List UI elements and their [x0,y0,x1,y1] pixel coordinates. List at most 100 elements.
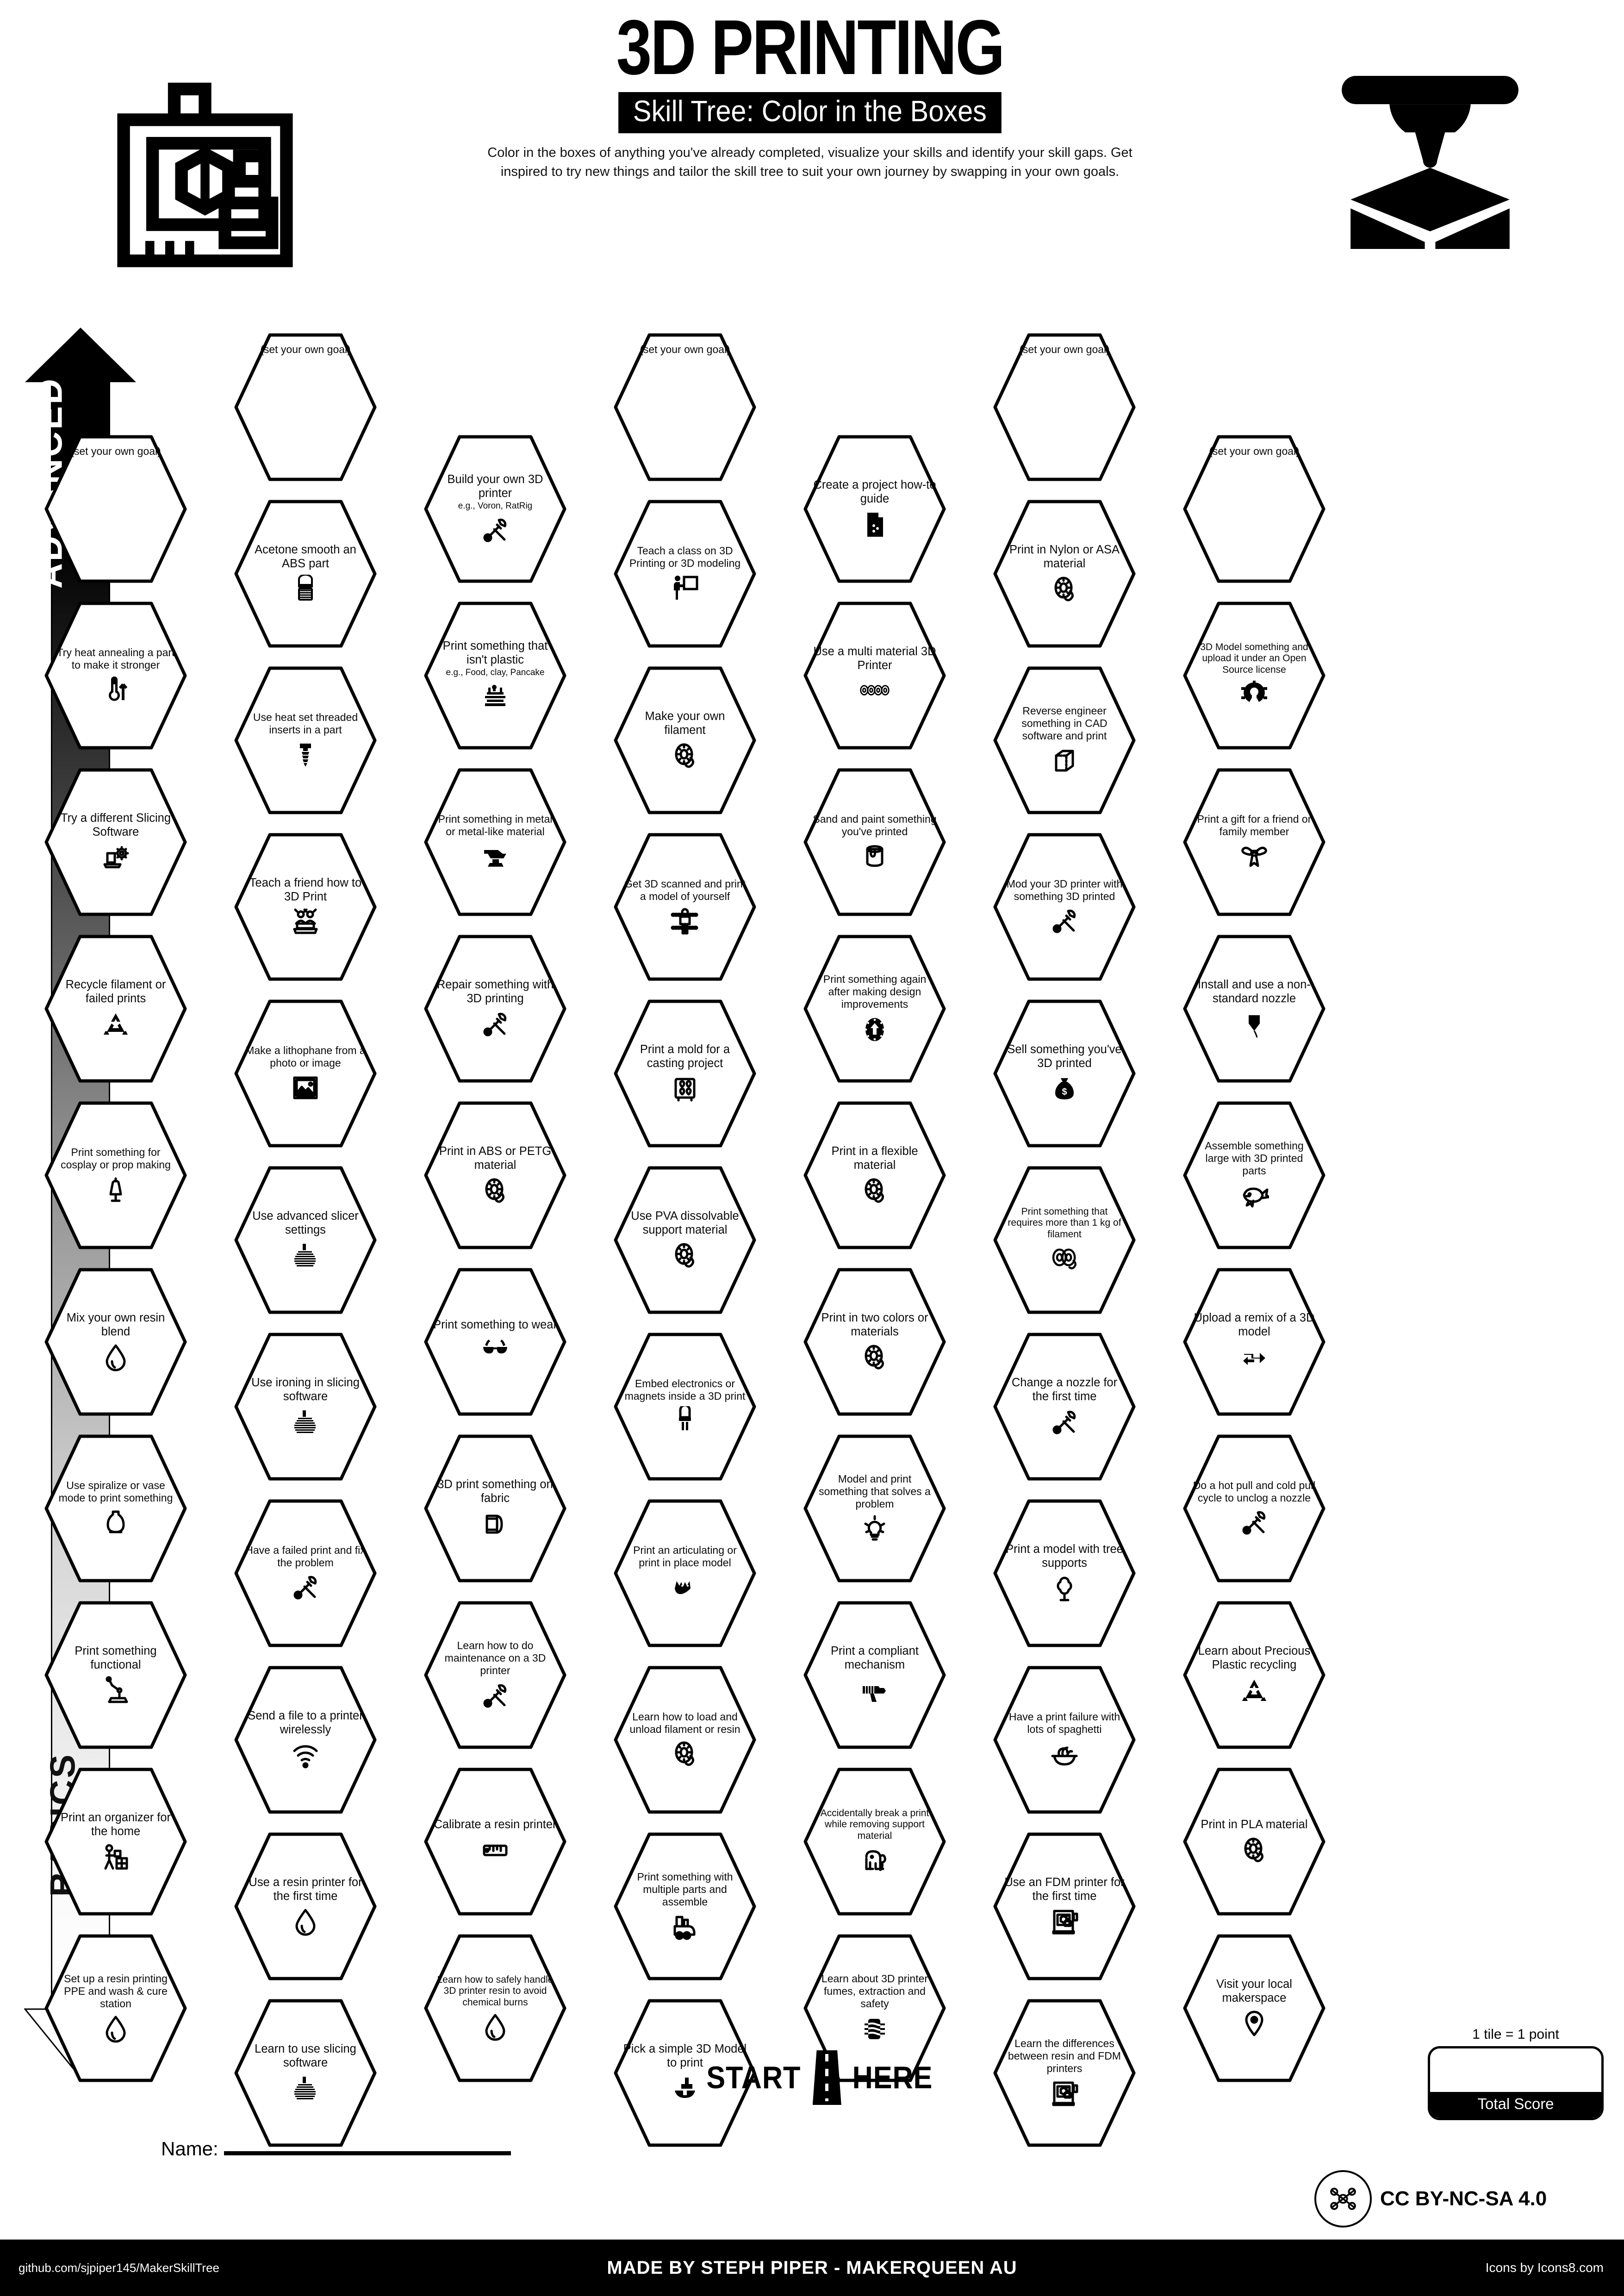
total-score-box[interactable]: Total Score [1428,2046,1604,2120]
skill-hex-goal-placeholder[interactable]: (set your own goal) [993,333,1136,481]
hex-content: Print something functional [54,1644,178,1706]
skill-hex-tile[interactable]: Learn how to safely handle 3D printer re… [424,1934,566,2082]
skill-hex-tile[interactable]: 3D print something on fabric [424,1434,566,1582]
skill-hex-tile[interactable]: Learn about 3D printer fumes, extraction… [803,1934,946,2082]
skill-hex-tile[interactable]: Try heat annealing a part to make it str… [44,602,187,750]
skill-hex-tile[interactable]: Print in a flexible material [803,1101,946,1249]
skill-hex-tile[interactable]: Recycle filament or failed prints [44,935,187,1083]
skill-hex-tile[interactable]: Have a print failure with lots of spaghe… [993,1666,1136,1814]
skill-hex-tile[interactable]: Print something that requires more than … [993,1166,1136,1314]
skill-hex-tile[interactable]: Print in PLA material [1183,1768,1325,1916]
hexagon-outline [234,1333,377,1481]
hexagon-outline [614,1333,756,1481]
skill-hex-tile[interactable]: Make a lithophane from a photo or image [234,999,377,1148]
skill-hex-tile[interactable]: Sell something you've 3D printed $ [993,999,1136,1148]
skill-hex-tile[interactable]: Make your own filament [614,666,756,814]
skill-hex-tile[interactable]: Use a multi material 3D Printer [803,602,946,750]
skill-hex-tile[interactable]: Print something functional [44,1601,187,1749]
score-input-area[interactable] [1430,2048,1601,2092]
hexagon-outline [44,1768,187,1916]
hex-content: Install and use a non-standard nozzle [1192,978,1316,1039]
hexagon-outline [993,833,1136,981]
skill-hex-tile[interactable]: Print something with multiple parts and … [614,1832,756,1980]
name-field[interactable]: Name: [161,2138,511,2160]
skill-hex-tile[interactable]: Print a compliant mechanism [803,1601,946,1749]
footer-icon-credit[interactable]: Icons by Icons8.com [1485,2260,1604,2275]
hexagon-outline [44,1268,187,1416]
skill-hex-tile[interactable]: Calibrate a resin printer [424,1768,566,1916]
skill-hex-tile[interactable]: Build your own 3D printer e.g., Voron, Ra… [424,435,566,583]
skill-hex-tile[interactable]: Repair something with 3D printing [424,935,566,1083]
skill-hex-tile[interactable]: Install and use a non-standard nozzle [1183,935,1325,1083]
skill-hex-tile[interactable]: Print something to wear [424,1268,566,1416]
skill-hex-tile[interactable]: Model and print something that solves a … [803,1434,946,1582]
skill-hex-tile[interactable]: Use a resin printer for the first time [234,1832,377,1980]
skill-hex-tile[interactable]: Use PVA dissolvable support material [614,1166,756,1314]
skill-hex-tile[interactable]: Create a project how-to guide [803,435,946,583]
skill-hex-tile[interactable]: Upload a remix of a 3D model [1183,1268,1325,1416]
skill-hex-tile[interactable]: Mix your own resin blend [44,1268,187,1416]
name-input-line[interactable] [224,2151,511,2155]
skill-hex-tile[interactable]: Pick a simple 3D Model to print [614,1999,756,2147]
skill-hex-tile[interactable]: Print an organizer for the home [44,1768,187,1916]
skill-hex-tile[interactable]: Learn how to do maintenance on a 3D prin… [424,1601,566,1749]
skill-hex-tile[interactable]: Use heat set threaded inserts in a part [234,666,377,814]
hex-label: Print something functional [75,1644,157,1671]
skill-hex-tile[interactable]: Change a nozzle for the first time [993,1333,1136,1481]
skill-hex-tile[interactable]: Print something that isn't plastic e.g., … [424,602,566,750]
skill-hex-tile[interactable]: Learn to use slicing software [234,1999,377,2147]
skill-hex-goal-placeholder[interactable]: (set your own goal) [234,333,377,481]
skill-hex-tile[interactable]: Use an FDM printer for the first time [993,1832,1136,1980]
hex-content: Learn about 3D printer fumes, extraction… [813,1973,937,2043]
skill-hex-tile[interactable]: Send a file to a printer wirelessly [234,1666,377,1814]
footer-repo-link[interactable]: github.com/sjpiper145/MakerSkillTree [19,2260,220,2275]
skill-hex-tile[interactable]: Print an articulating or print in place … [614,1499,756,1647]
skill-hex-tile[interactable]: Use ironing in slicing software [234,1333,377,1481]
skill-hex-tile[interactable]: Do a hot pull and cold pull cycle to unc… [1183,1434,1325,1582]
skill-hex-tile[interactable]: Set up a resin printing PPE and wash & c… [44,1934,187,2082]
skill-hex-tile[interactable]: Print something for cosplay or prop maki… [44,1101,187,1249]
skill-hex-tile[interactable]: Learn the differences between resin and … [993,1999,1136,2147]
hex-content: Use a resin printer for the first time [243,1876,367,1937]
tree-icon [1050,1574,1079,1604]
skill-hex-tile[interactable]: Try a different Slicing Software [44,768,187,916]
skill-hex-tile[interactable]: Sand and paint something you've printed [803,768,946,916]
hex-content: Print a model with tree supports [1002,1543,1126,1604]
skill-hex-tile[interactable]: Assemble something large with 3D printed… [1183,1101,1325,1249]
skill-hex-tile[interactable]: 3D Model something and upload it under a… [1183,602,1325,750]
skill-hex-tile[interactable]: Teach a class on 3D Printing or 3D model… [614,500,756,648]
skill-hex-tile[interactable]: Accidentally break a print while removin… [803,1768,946,1916]
skill-hex-tile[interactable]: Get 3D scanned and print a model of your… [614,833,756,981]
skill-hex-tile[interactable]: Teach a friend how to 3D Print [234,833,377,981]
skill-hex-tile[interactable]: Print a model with tree supports [993,1499,1136,1647]
skill-hex-tile[interactable]: Reverse engineer something in CAD softwa… [993,666,1136,814]
skill-hex-goal-placeholder[interactable]: (set your own goal) [44,435,187,583]
skill-hex-tile[interactable]: Embed electronics or magnets inside a 3D… [614,1333,756,1481]
skill-hex-tile[interactable]: Learn how to load and unload filament or… [614,1666,756,1814]
skill-hex-tile[interactable]: Acetone smooth an ABS part [234,500,377,648]
skill-hex-tile[interactable]: Mod your 3D printer with something 3D pr… [993,833,1136,981]
skill-hex-goal-placeholder[interactable]: (set your own goal) [614,333,756,481]
skill-hex-tile[interactable]: Print something again after making desig… [803,935,946,1083]
hexagon-outline [1183,602,1325,750]
skill-hex-tile[interactable]: Learn about Precious Plastic recycling [1183,1601,1325,1749]
hex-label: Learn how to safely handle 3D printer re… [437,1974,554,2008]
hexagon-outline [44,768,187,916]
skill-hex-goal-placeholder[interactable]: (set your own goal) [1183,435,1325,583]
hex-label: Upload a remix of a 3D model [1194,1311,1315,1338]
skill-hex-tile[interactable]: Print a gift for a friend or family memb… [1183,768,1325,916]
skill-hex-tile[interactable]: Have a failed print and fix the problem [234,1499,377,1647]
skill-hex-tile[interactable]: Use advanced slicer settings [234,1166,377,1314]
hexagon-outline [803,1101,946,1249]
skill-hex-tile[interactable]: Print a mold for a casting project [614,999,756,1148]
skill-hex-tile[interactable]: Visit your local makerspace [1183,1934,1325,2082]
skill-hex-tile[interactable]: Use spiralize or vase mode to print some… [44,1434,187,1582]
skill-hex-tile[interactable]: Print something in metal or metal-like m… [424,768,566,916]
hex-content: Visit your local makerspace [1192,1978,1316,2039]
skill-hex-tile[interactable]: Print in ABS or PETG material [424,1101,566,1249]
skill-hex-tile[interactable]: Print in Nylon or ASA material [993,500,1136,648]
recycle-icon [1239,1676,1269,1706]
mold-tray-icon [670,1074,700,1104]
skill-hex-tile[interactable]: Print in two colors or materials [803,1268,946,1416]
